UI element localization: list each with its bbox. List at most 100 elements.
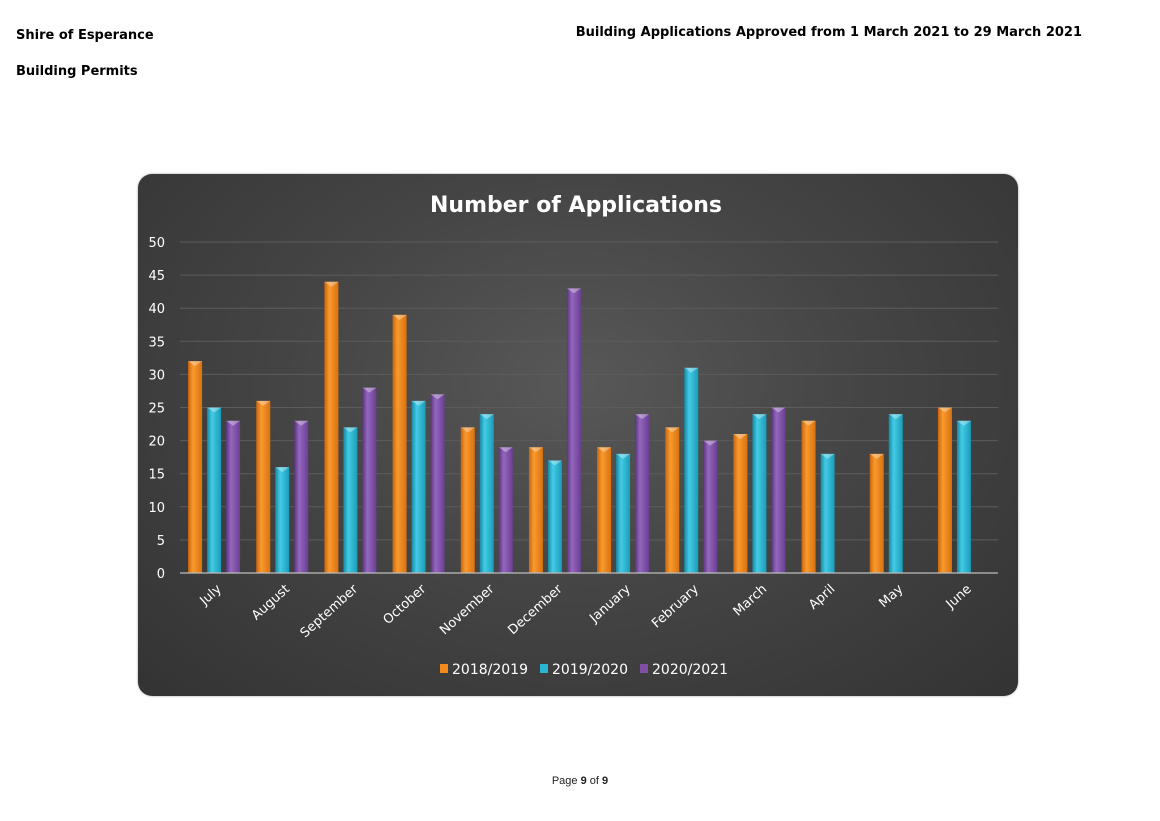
bar-cap (665, 427, 680, 433)
x-tick-label: December (505, 581, 566, 638)
bar-cap (547, 460, 562, 466)
bar (771, 407, 786, 573)
bar-cap (684, 367, 699, 373)
y-tick-label: 0 (157, 567, 165, 582)
y-tick-label: 50 (148, 236, 165, 251)
bar (733, 433, 748, 573)
bar-cap (869, 453, 884, 459)
bar-cap (226, 420, 241, 426)
bar-cap (733, 433, 748, 439)
bar (294, 420, 309, 573)
bar (188, 361, 203, 573)
bar (684, 367, 699, 573)
bar (498, 447, 513, 573)
bar-cap (343, 427, 358, 433)
x-tick-label: October (381, 581, 430, 627)
bar-cap (771, 407, 786, 413)
bar (566, 288, 581, 573)
bar-cap (430, 394, 445, 400)
bar-cap (498, 447, 513, 453)
y-tick-label: 40 (148, 302, 165, 317)
bar-cap (703, 440, 718, 446)
gridlines (180, 241, 998, 541)
bar-cap (207, 407, 222, 413)
bar (703, 440, 718, 573)
bar-cap (635, 414, 650, 420)
bar (547, 460, 562, 573)
x-tick-label: January (586, 582, 634, 627)
bar (801, 420, 816, 573)
bar-cap (411, 400, 426, 406)
bar (430, 394, 445, 573)
section-name: Building Permits (16, 64, 138, 79)
bar (460, 427, 475, 573)
x-tick-label: July (197, 582, 225, 610)
of-word: of (589, 775, 599, 787)
legend: 2018/2019 2019/2020 2020/2021 (440, 662, 728, 678)
bar (665, 427, 680, 573)
bar (869, 453, 884, 573)
bar (324, 281, 339, 573)
y-tick-label: 10 (148, 501, 165, 516)
bar-cap (275, 467, 290, 473)
report-title: Building Applications Approved from 1 Ma… (575, 25, 1082, 40)
x-tick-label: November (437, 581, 498, 638)
bar (956, 420, 971, 573)
bar-cap (566, 288, 581, 294)
x-tick-label: February (649, 582, 702, 632)
x-tick-label: September (298, 581, 362, 641)
bar (635, 414, 650, 573)
bar-cap (479, 414, 494, 420)
x-tick-label: June (943, 582, 975, 613)
bar (528, 447, 543, 573)
bar-cap (597, 447, 612, 453)
bar-cap (256, 400, 271, 406)
bar-cap (460, 427, 475, 433)
bar (820, 453, 835, 573)
legend-label: 2020/2021 (652, 662, 728, 678)
y-tick-label: 20 (148, 435, 165, 450)
bar (597, 447, 612, 573)
bar-cap (392, 314, 407, 320)
x-tick-label: August (249, 582, 293, 624)
y-tick-label: 15 (148, 468, 165, 483)
bar-cap (820, 453, 835, 459)
legend-swatch (640, 664, 648, 673)
y-tick-label: 30 (148, 368, 165, 383)
chart-title: Number of Applications (430, 193, 722, 218)
page-current: 9 (580, 775, 587, 787)
bar (479, 414, 494, 573)
bar (616, 453, 631, 573)
bar-cap (324, 281, 339, 287)
x-tick-label: May (876, 582, 906, 611)
bar-cap (188, 361, 203, 367)
bar-cap (362, 387, 377, 393)
page-total: 9 (602, 775, 609, 787)
y-tick-label: 35 (148, 335, 165, 350)
organisation-name: Shire of Esperance (16, 28, 154, 43)
legend-label: 2018/2019 (452, 662, 528, 678)
bar (937, 407, 952, 573)
bar (362, 387, 377, 573)
y-tick-label: 25 (148, 402, 165, 417)
legend-swatch (440, 664, 448, 673)
bar-cap (752, 414, 767, 420)
bar (207, 407, 222, 573)
bar-cap (888, 414, 903, 420)
bar (392, 314, 407, 573)
y-tick-label: 45 (148, 269, 165, 284)
bar-cap (616, 453, 631, 459)
bars (188, 281, 971, 573)
x-tick-label: March (731, 582, 770, 620)
bar-cap (294, 420, 309, 426)
legend-swatch (540, 664, 548, 673)
bar (752, 414, 767, 573)
bar (226, 420, 241, 573)
bar-cap (956, 420, 971, 426)
bar (411, 400, 426, 573)
page-word: Page (551, 775, 578, 787)
page-footer: Page 9 of 9 (0, 775, 1160, 787)
bar (256, 400, 271, 573)
y-tick-label: 5 (157, 534, 165, 549)
bar (888, 414, 903, 573)
